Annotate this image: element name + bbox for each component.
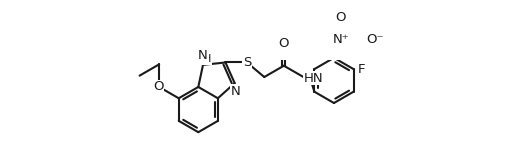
Text: N: N xyxy=(198,49,208,62)
Text: O: O xyxy=(335,11,346,24)
Text: O: O xyxy=(279,37,289,50)
Text: N⁺: N⁺ xyxy=(332,33,349,46)
Text: N: N xyxy=(230,85,240,98)
Text: HN: HN xyxy=(304,72,323,85)
Text: F: F xyxy=(358,63,365,76)
Text: S: S xyxy=(243,56,251,69)
Text: O: O xyxy=(153,80,163,93)
Text: O⁻: O⁻ xyxy=(366,33,384,46)
Text: H: H xyxy=(203,54,211,64)
